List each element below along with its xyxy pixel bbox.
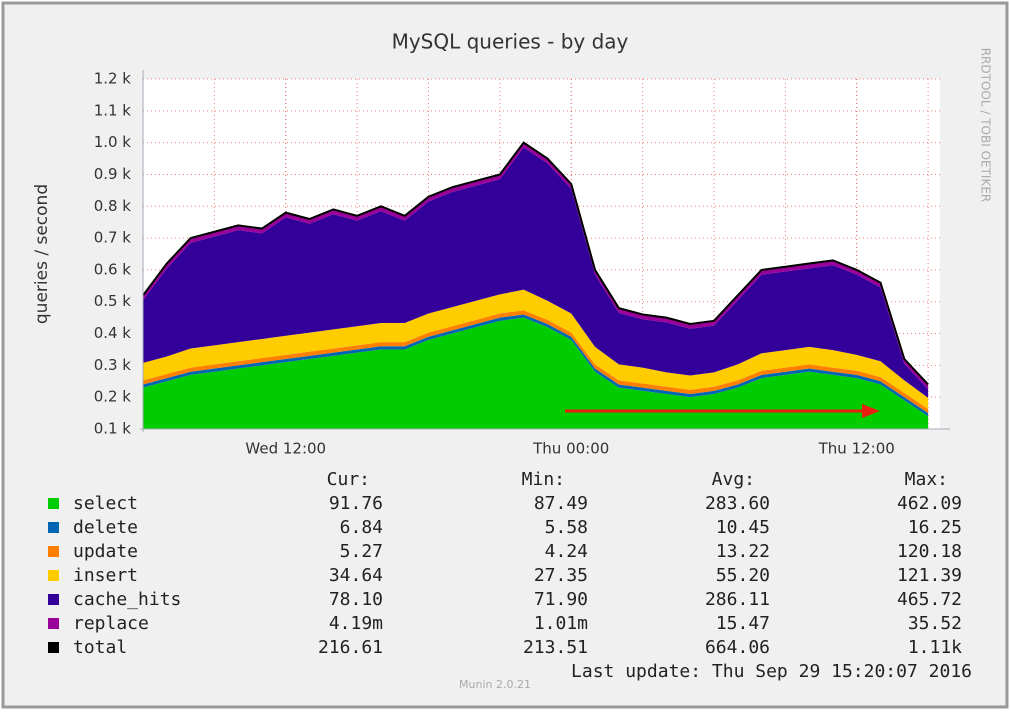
legend-swatch	[48, 546, 59, 557]
side-text: RRDTOOL / TOBI OETIKER	[979, 48, 993, 203]
legend-label: select	[73, 493, 138, 514]
legend-swatch	[48, 618, 59, 629]
area	[143, 147, 929, 398]
legend-label: update	[73, 541, 138, 562]
stat-value: 216.61	[318, 637, 383, 658]
y-tick-label: 0.5 k	[94, 292, 132, 310]
stat-value: 5.58	[545, 517, 588, 538]
stat-value: 213.51	[523, 637, 588, 658]
plot	[143, 141, 929, 429]
stat-value: 10.45	[716, 517, 770, 538]
y-axis-label: queries / second	[32, 184, 52, 324]
x-tick-label: Thu 12:00	[818, 440, 895, 458]
y-tick-label: 0.7 k	[94, 229, 132, 247]
stat-value: 1.11k	[908, 637, 962, 658]
y-tick-label: 1.2 k	[94, 70, 132, 88]
x-tick-label: Thu 00:00	[532, 440, 609, 458]
stat-value: 27.35	[534, 565, 588, 586]
stat-value: 34.64	[329, 565, 383, 586]
area	[143, 317, 929, 429]
area	[143, 289, 929, 409]
stat-value: 55.20	[716, 565, 770, 586]
y-tick-label: 0.1 k	[94, 420, 132, 438]
y-tick-label: 0.2 k	[94, 388, 132, 406]
y-tick-label: 1.0 k	[94, 133, 132, 151]
stat-value: 664.06	[705, 637, 770, 658]
stat-value: 6.84	[340, 517, 383, 538]
stat-value: 35.52	[908, 613, 962, 634]
stat-value: 91.76	[329, 493, 383, 514]
y-tick-label: 1.1 k	[94, 101, 132, 119]
annotation-arrowhead	[862, 404, 880, 418]
y-tick-label: 0.4 k	[94, 324, 132, 342]
y-tick-label: 0.9 k	[94, 165, 132, 183]
legend-swatch	[48, 522, 59, 533]
stat-value: 283.60	[705, 493, 770, 514]
stat-value: 121.39	[897, 565, 962, 586]
total-line	[143, 141, 929, 386]
stat-value: 120.18	[897, 541, 962, 562]
legend-swatch	[48, 498, 59, 509]
stat-header: Avg:	[712, 469, 755, 490]
stat-value: 1.01m	[534, 613, 588, 634]
stat-value: 87.49	[534, 493, 588, 514]
stat-value: 15.47	[716, 613, 770, 634]
stat-header: Min:	[522, 469, 565, 490]
x-tick-label: Wed 12:00	[245, 440, 326, 458]
y-tick-label: 0.6 k	[94, 260, 132, 278]
footer: Munin 2.0.21	[459, 678, 531, 691]
stat-value: 465.72	[897, 589, 962, 610]
stat-header: Max:	[905, 469, 948, 490]
stat-value: 13.22	[716, 541, 770, 562]
legend-swatch	[48, 570, 59, 581]
stat-value: 462.09	[897, 493, 962, 514]
legend-label: cache_hits	[73, 589, 181, 610]
stat-header: Cur:	[327, 469, 370, 490]
legend-swatch	[48, 642, 59, 653]
stat-value: 4.19m	[329, 613, 383, 634]
legend-label: delete	[73, 517, 138, 538]
stat-value: 286.11	[705, 589, 770, 610]
stat-value: 16.25	[908, 517, 962, 538]
chart-title: MySQL queries - by day	[392, 30, 629, 54]
y-tick-label: 0.8 k	[94, 197, 132, 215]
stat-value: 78.10	[329, 589, 383, 610]
stat-value: 71.90	[534, 589, 588, 610]
stat-value: 4.24	[545, 541, 588, 562]
y-tick-label: 0.3 k	[94, 356, 132, 374]
last-update: Last update: Thu Sep 29 15:20:07 2016	[571, 661, 972, 682]
legend-label: total	[73, 637, 127, 658]
legend-label: insert	[73, 565, 138, 586]
legend-label: replace	[73, 613, 149, 634]
legend-swatch	[48, 594, 59, 605]
stat-value: 5.27	[340, 541, 383, 562]
